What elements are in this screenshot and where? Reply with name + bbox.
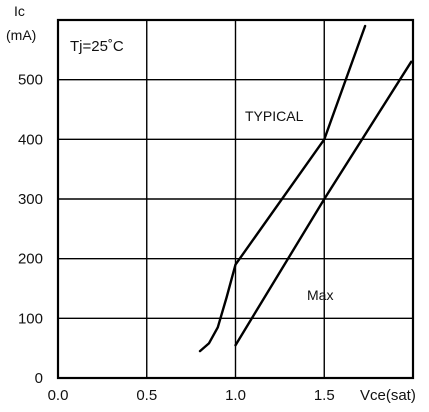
x-tick-label-0: 0.0 [48,387,69,404]
gridlines [58,20,413,378]
series-line-max [234,60,413,347]
series-label-max: Max [307,287,333,303]
y-axis-label-line1: Ic [14,3,25,19]
y-tick-label-0: 0 [35,370,43,387]
series-line-typical [198,24,367,353]
condition-label: Tj=25˚C [70,38,124,55]
y-tick-label-5: 500 [18,72,43,89]
plot-frame [56,18,415,380]
x-axis-label: Vce(sat) [360,387,416,404]
x-tick-label-2: 1.0 [225,387,246,404]
x-tick-label-3: 1.5 [314,387,335,404]
y-axis-label-line2: (mA) [6,27,36,43]
y-tick-label-3: 300 [18,191,43,208]
x-tick-label-1: 0.5 [136,387,157,404]
y-tick-label-4: 400 [18,131,43,148]
y-tick-label-2: 200 [18,251,43,268]
series-curves [198,24,413,353]
y-tick-label-1: 100 [18,310,43,327]
tick-labels: 0.0 0.5 1.0 1.5 0 100 200 300 400 500 [18,72,335,404]
series-label-typical: TYPICAL [245,108,304,124]
